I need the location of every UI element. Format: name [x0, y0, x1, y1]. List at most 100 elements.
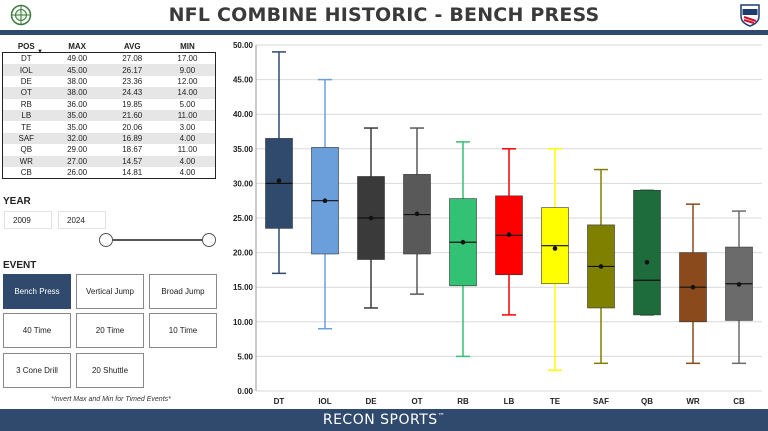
cell-pos: LB: [21, 111, 32, 121]
cell-avg: 18.67: [122, 145, 143, 155]
cell-min: 3.00: [179, 122, 196, 132]
brand-name: RECON SPORTS: [322, 412, 438, 428]
event-button-10-time[interactable]: 10 Time: [149, 313, 217, 348]
table-row[interactable]: CB 26.00 14.81 4.00: [3, 167, 215, 178]
box: [633, 190, 661, 316]
event-button-broad-jump[interactable]: Broad Jump: [149, 274, 217, 309]
cell-max: 26.00: [67, 168, 88, 178]
mean-marker: [736, 282, 742, 287]
table-row[interactable]: OT 38.00 24.43 14.00: [3, 87, 215, 99]
cell-min: 9.00: [179, 65, 196, 75]
mean-marker: [414, 211, 420, 217]
cell-pos: RB: [20, 99, 32, 109]
x-tick-label: IOL: [318, 397, 331, 406]
cell-max: 45.00: [67, 65, 88, 75]
page-title: NFL COMBINE HISTORIC - BENCH PRESS: [168, 4, 600, 26]
event-button-bench-press[interactable]: Bench Press: [3, 274, 71, 309]
table-row[interactable]: IOL 45.00 26.17 9.00: [3, 64, 215, 76]
cell-pos: OT: [20, 88, 32, 98]
x-tick-label: OT: [411, 397, 422, 406]
cell-pos: WR: [19, 156, 33, 166]
trademark-symbol: ™: [437, 412, 446, 420]
year-slider-track[interactable]: [106, 239, 210, 241]
mean-marker: [506, 232, 512, 237]
timed-events-note: *Invert Max and Min for Timed Events*: [51, 396, 171, 403]
table-row[interactable]: DE 38.00 23.36 12.00: [3, 76, 215, 87]
boxplot-chart: 0.00 5.00 10.00 15.00 20.00 25.00 30.00 35.00 40…: [222, 36, 768, 406]
year-slider-end-handle[interactable]: [202, 233, 216, 247]
year-slider-start-handle[interactable]: [99, 233, 113, 247]
cell-pos: QB: [20, 145, 33, 155]
boxplot-svg: 0.00 5.00 10.00 15.00 20.00 25.00 30.00 35.00 40…: [233, 41, 762, 406]
cell-min: 14.00: [177, 88, 198, 98]
cell-max: 29.00: [67, 145, 88, 155]
cell-avg: 14.57: [122, 156, 143, 166]
table-row[interactable]: QB 29.00 18.67 11.00: [3, 144, 215, 155]
cell-min: 4.00: [179, 156, 196, 166]
x-tick-label: QB: [641, 397, 653, 406]
table-header-row: POS MAX AVG MIN: [3, 39, 215, 53]
y-tick-label: 5.00: [237, 352, 253, 361]
column-header-pos[interactable]: POS: [17, 41, 35, 51]
cell-avg: 16.89: [122, 133, 143, 143]
cell-avg: 19.85: [122, 99, 143, 109]
cell-max: 49.00: [67, 54, 88, 64]
event-button-20-time[interactable]: 20 Time: [76, 313, 144, 348]
x-tick-label: WR: [686, 397, 700, 406]
table-row[interactable]: SAF 32.00 16.89 4.00: [3, 132, 215, 145]
sort-down-icon[interactable]: ▼: [37, 49, 43, 55]
year-end-field[interactable]: 2024: [58, 211, 106, 229]
column-header-min[interactable]: MIN: [180, 41, 195, 51]
cell-min: 17.00: [177, 54, 198, 64]
column-header-avg[interactable]: AVG: [123, 41, 141, 51]
footer: RECON SPORTS™: [0, 409, 768, 431]
table-row[interactable]: TE 35.00 20.06 3.00: [3, 121, 215, 132]
crosshair-logo-icon: [10, 4, 32, 26]
cell-pos: CB: [20, 168, 32, 178]
nfl-shield-logo-icon: [740, 4, 760, 27]
table-row[interactable]: LB 35.00 21.60 11.00: [3, 109, 215, 122]
cell-min: 11.00: [177, 111, 198, 121]
cell-avg: 27.08: [122, 54, 143, 64]
cell-avg: 21.60: [122, 111, 143, 121]
x-tick-label: TE: [550, 397, 561, 406]
table-row[interactable]: DT 49.00 27.08 17.00: [3, 53, 215, 64]
cell-max: 38.00: [67, 76, 88, 86]
x-tick-label: DE: [365, 397, 377, 406]
x-tick-label: CB: [733, 397, 745, 406]
x-tick-label: SAF: [593, 397, 609, 406]
event-button-3-cone-drill[interactable]: 3 Cone Drill: [3, 353, 71, 388]
table-row[interactable]: WR 27.00 14.57 4.00: [3, 155, 215, 167]
y-tick-label: 30.00: [233, 179, 254, 188]
y-tick-label: 35.00: [233, 145, 254, 154]
mean-marker: [460, 239, 466, 245]
cell-max: 27.00: [67, 156, 88, 166]
y-tick-label: 50.00: [233, 41, 254, 50]
x-tick-label: RB: [457, 397, 469, 406]
cell-max: 32.00: [67, 133, 88, 143]
event-label: EVENT: [3, 260, 37, 271]
y-tick-label: 20.00: [233, 249, 254, 258]
year-label: YEAR: [3, 196, 31, 207]
mean-marker: [552, 246, 558, 251]
x-tick-label: DT: [274, 397, 285, 406]
column-header-max[interactable]: MAX: [68, 41, 86, 51]
table-row[interactable]: RB 36.00 19.85 5.00: [3, 99, 215, 110]
event-button-vertical-jump[interactable]: Vertical Jump: [76, 274, 144, 309]
event-button-20-shuttle[interactable]: 20 Shuttle: [76, 353, 144, 388]
cell-pos: SAF: [18, 133, 35, 143]
cell-avg: 14.81: [122, 168, 143, 178]
y-tick-label: 25.00: [233, 214, 254, 223]
mean-marker: [322, 198, 328, 203]
year-start-field[interactable]: 2009: [4, 211, 52, 229]
cell-avg: 20.06: [122, 122, 143, 132]
event-button-40-time[interactable]: 40 Time: [3, 313, 71, 348]
mean-marker: [644, 259, 650, 265]
mean-marker: [598, 264, 604, 269]
cell-avg: 23.36: [122, 76, 143, 86]
mean-marker: [690, 284, 696, 290]
cell-min: 4.00: [179, 133, 196, 143]
cell-min: 4.00: [179, 168, 196, 178]
cell-min: 12.00: [177, 76, 198, 86]
x-tick-label: LB: [504, 397, 515, 406]
